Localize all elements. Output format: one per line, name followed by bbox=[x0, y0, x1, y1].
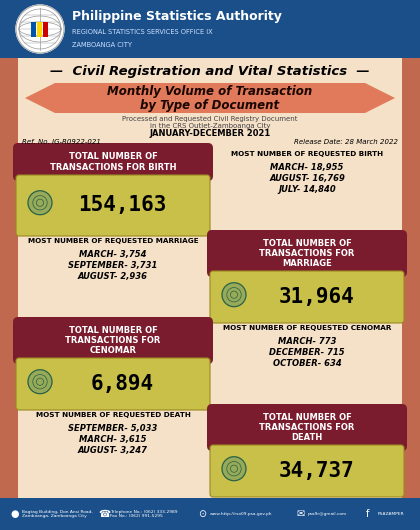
Text: —  Civil Registration and Vital Statistics  —: — Civil Registration and Vital Statistic… bbox=[50, 66, 370, 78]
Text: DECEMBER- 715: DECEMBER- 715 bbox=[269, 348, 345, 357]
Text: MARCH- 18,955: MARCH- 18,955 bbox=[270, 163, 344, 172]
FancyBboxPatch shape bbox=[210, 445, 404, 497]
Text: f: f bbox=[366, 509, 369, 519]
FancyBboxPatch shape bbox=[37, 22, 42, 37]
Text: AUGUST- 3,247: AUGUST- 3,247 bbox=[78, 446, 148, 455]
FancyBboxPatch shape bbox=[0, 498, 420, 530]
Text: ✉: ✉ bbox=[296, 509, 304, 519]
FancyBboxPatch shape bbox=[16, 175, 210, 236]
FancyBboxPatch shape bbox=[402, 58, 420, 498]
FancyBboxPatch shape bbox=[43, 22, 48, 37]
FancyBboxPatch shape bbox=[16, 358, 210, 410]
Circle shape bbox=[16, 5, 64, 53]
Text: 154,163: 154,163 bbox=[78, 196, 167, 216]
Circle shape bbox=[28, 191, 52, 215]
Text: www.http://rso09.psa.gov.ph: www.http://rso09.psa.gov.ph bbox=[210, 512, 273, 516]
Circle shape bbox=[222, 457, 246, 481]
Text: Processed and Requested Civil Registry Document: Processed and Requested Civil Registry D… bbox=[122, 116, 298, 122]
Circle shape bbox=[28, 370, 52, 394]
Text: MOST NUMBER OF REQUESTED DEATH: MOST NUMBER OF REQUESTED DEATH bbox=[36, 412, 190, 418]
Text: JANUARY-DECEMBER 2021: JANUARY-DECEMBER 2021 bbox=[150, 129, 270, 138]
FancyBboxPatch shape bbox=[0, 58, 420, 498]
FancyBboxPatch shape bbox=[0, 58, 18, 498]
Text: AUGUST- 2,936: AUGUST- 2,936 bbox=[78, 272, 148, 281]
Text: MARCH- 773: MARCH- 773 bbox=[278, 337, 336, 346]
Text: in the CRS Outlet-Zamboanga City: in the CRS Outlet-Zamboanga City bbox=[150, 123, 270, 129]
Text: Telephone No.: (062) 333-2989
Fax No.: (062) 991-5295: Telephone No.: (062) 333-2989 Fax No.: (… bbox=[110, 510, 178, 518]
Text: SEPTEMBER- 3,731: SEPTEMBER- 3,731 bbox=[68, 261, 158, 270]
Text: SEPTEMBER- 5,033: SEPTEMBER- 5,033 bbox=[68, 424, 158, 433]
Text: MOST NUMBER OF REQUESTED MARRIAGE: MOST NUMBER OF REQUESTED MARRIAGE bbox=[28, 238, 198, 244]
Text: REGIONAL STATISTICS SERVICES OFFICE IX: REGIONAL STATISTICS SERVICES OFFICE IX bbox=[72, 29, 213, 35]
FancyBboxPatch shape bbox=[13, 143, 213, 181]
FancyBboxPatch shape bbox=[207, 404, 407, 451]
Text: 6,894: 6,894 bbox=[91, 374, 154, 394]
FancyBboxPatch shape bbox=[31, 22, 36, 37]
Text: TOTAL NUMBER OF
TRANSACTIONS FOR
MARRIAGE: TOTAL NUMBER OF TRANSACTIONS FOR MARRIAG… bbox=[259, 238, 354, 268]
Text: ZAMBOANGA CITY: ZAMBOANGA CITY bbox=[72, 42, 132, 48]
Text: TOTAL NUMBER OF
TRANSACTIONS FOR
DEATH: TOTAL NUMBER OF TRANSACTIONS FOR DEATH bbox=[259, 412, 354, 443]
Text: Bagtag Building, Don Ansi Road,
Zamboanga, Zamboanga City: Bagtag Building, Don Ansi Road, Zamboang… bbox=[22, 510, 93, 518]
Circle shape bbox=[222, 282, 246, 307]
Text: PSAZAMPER: PSAZAMPER bbox=[378, 512, 404, 516]
Text: ⊙: ⊙ bbox=[198, 509, 206, 519]
Text: Ref. No. IG-R0922-021: Ref. No. IG-R0922-021 bbox=[22, 139, 101, 145]
FancyBboxPatch shape bbox=[207, 230, 407, 277]
Text: Monthly Volume of Transaction: Monthly Volume of Transaction bbox=[108, 85, 312, 99]
Text: OCTOBER- 634: OCTOBER- 634 bbox=[273, 359, 341, 368]
Text: Philippine Statistics Authority: Philippine Statistics Authority bbox=[72, 10, 282, 23]
FancyBboxPatch shape bbox=[0, 0, 420, 58]
FancyBboxPatch shape bbox=[13, 317, 213, 364]
Text: ●: ● bbox=[10, 509, 18, 519]
Text: MOST NUMBER OF REQUESTED BIRTH: MOST NUMBER OF REQUESTED BIRTH bbox=[231, 151, 383, 157]
Text: TOTAL NUMBER OF
TRANSACTIONS FOR BIRTH: TOTAL NUMBER OF TRANSACTIONS FOR BIRTH bbox=[50, 152, 176, 172]
Text: 34,737: 34,737 bbox=[278, 461, 354, 481]
Text: MARCH- 3,615: MARCH- 3,615 bbox=[79, 435, 147, 444]
FancyBboxPatch shape bbox=[210, 271, 404, 323]
Text: MOST NUMBER OF REQUESTED CENOMAR: MOST NUMBER OF REQUESTED CENOMAR bbox=[223, 325, 391, 331]
Text: MARCH- 3,754: MARCH- 3,754 bbox=[79, 250, 147, 259]
Text: TOTAL NUMBER OF
TRANSACTIONS FOR
CENOMAR: TOTAL NUMBER OF TRANSACTIONS FOR CENOMAR bbox=[66, 325, 161, 356]
Text: ☎: ☎ bbox=[98, 509, 110, 519]
Text: psa9r@gmail.com: psa9r@gmail.com bbox=[308, 512, 347, 516]
Text: Release Date: 28 March 2022: Release Date: 28 March 2022 bbox=[294, 139, 398, 145]
Polygon shape bbox=[25, 83, 395, 113]
Text: AUGUST- 16,769: AUGUST- 16,769 bbox=[269, 174, 345, 183]
Text: 31,964: 31,964 bbox=[278, 287, 354, 307]
Text: JULY- 14,840: JULY- 14,840 bbox=[278, 185, 336, 194]
Text: by Type of Document: by Type of Document bbox=[140, 99, 280, 111]
